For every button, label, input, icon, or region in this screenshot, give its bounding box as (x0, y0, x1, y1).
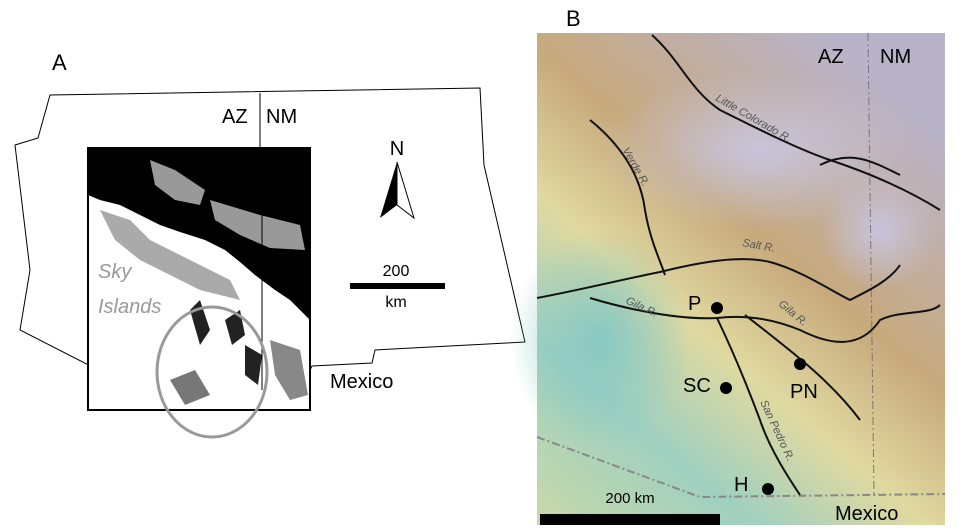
panel-label: A (52, 50, 67, 75)
scale-unit: km (385, 294, 406, 311)
state-label: AZ (818, 46, 844, 68)
site-label: H (734, 474, 748, 496)
region-label: Islands (98, 296, 161, 318)
site-marker (762, 483, 774, 495)
site-label: SC (683, 375, 711, 397)
site-label: P (688, 293, 701, 315)
site-marker (711, 302, 723, 314)
scale-bar (540, 514, 720, 525)
site-marker (720, 382, 732, 394)
relief (510, 230, 690, 450)
region-label: Sky (98, 261, 132, 283)
north-label: N (390, 138, 404, 160)
figure: A AZ NM Sky Islands Mexico N 200 km B (0, 0, 964, 530)
state-label: NM (880, 46, 911, 68)
panel-b: B AZ NM Little Colorado R. Verde R. Salt… (510, 6, 945, 525)
state-label: NM (266, 106, 297, 128)
site-marker (794, 358, 806, 370)
site-label: PN (790, 381, 818, 403)
scale-label: 200 km (605, 490, 654, 507)
panel-a: A AZ NM Sky Islands Mexico N 200 km (15, 50, 525, 437)
scale-bar (350, 283, 445, 289)
state-label: AZ (222, 106, 248, 128)
country-label: Mexico (835, 503, 898, 525)
panel-label: B (566, 6, 581, 31)
country-label: Mexico (330, 371, 393, 393)
scale-value: 200 (383, 263, 410, 280)
relief (820, 170, 940, 290)
